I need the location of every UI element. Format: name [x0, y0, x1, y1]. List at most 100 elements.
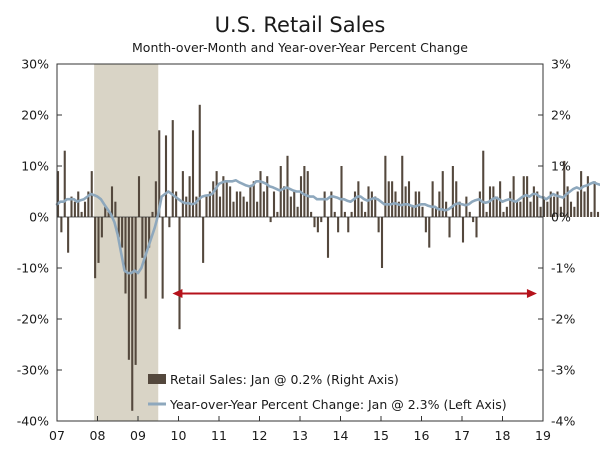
retail-sales-bar [185, 196, 188, 217]
retail-sales-bar [245, 201, 249, 217]
retail-sales-bar [198, 104, 201, 217]
retail-sales-bar [364, 211, 367, 217]
retail-sales-bar [461, 217, 465, 243]
retail-sales-bar [202, 217, 205, 263]
right-tick-label: 2% [551, 108, 571, 123]
legend-line-label: Year-over-Year Percent Change: Jan @ 2.3… [169, 397, 507, 412]
retail-sales-bar [424, 217, 427, 233]
x-tick-label: 13 [292, 428, 308, 443]
retail-sales-bar [188, 176, 191, 217]
retail-sales-bar [94, 217, 97, 279]
arrow-head-right [526, 289, 537, 298]
retail-sales-bar [225, 181, 228, 217]
retail-sales-bar [350, 211, 353, 217]
retail-sales-bar [448, 217, 451, 238]
retail-sales-bar [114, 201, 117, 217]
retail-sales-bar [573, 206, 576, 217]
retail-sales-bar [97, 217, 100, 263]
retail-sales-bar [164, 135, 168, 217]
retail-sales-bar [586, 176, 589, 217]
retail-sales-bar [384, 155, 387, 217]
retail-sales-bar [262, 191, 265, 217]
left-tick-label: 10% [21, 159, 49, 174]
retail-sales-bar [141, 217, 144, 258]
retail-sales-bar [134, 217, 137, 365]
retail-sales-bar [380, 217, 384, 268]
retail-sales-bar [360, 201, 363, 217]
retail-sales-bar [576, 191, 579, 217]
yoy-line [55, 179, 600, 275]
retail-sales-bar [272, 191, 276, 217]
retail-sales-bar [208, 191, 211, 217]
retail-sales-bar [191, 130, 195, 217]
x-tick-label: 09 [130, 428, 146, 443]
retail-sales-bar [266, 176, 269, 217]
retail-sales-bar [596, 211, 600, 217]
left-tick-label: -30% [17, 363, 49, 378]
retail-sales-bar [539, 206, 542, 217]
retail-sales-bar [252, 181, 255, 217]
retail-sales-bar [303, 166, 306, 217]
x-tick-label: 16 [414, 428, 430, 443]
retail-sales-bar [455, 181, 458, 217]
retail-sales-bar [569, 201, 573, 217]
retail-sales-bar [168, 217, 171, 228]
left-tick-label: 0% [29, 210, 49, 225]
retail-sales-bar [131, 217, 134, 411]
retail-sales-bar [100, 217, 103, 238]
retail-sales-bar [178, 217, 181, 330]
retail-sales-bar [495, 196, 498, 217]
retail-sales-bar [370, 191, 373, 217]
retail-sales-bar [306, 171, 309, 217]
retail-sales-bar [559, 206, 562, 217]
x-tick-label: 19 [535, 428, 551, 443]
left-axis: 30% 20% 10% 0% -10% -20% -30% -40% [17, 57, 62, 429]
retail-sales-bar [151, 211, 154, 217]
retail-sales-bar [374, 196, 377, 217]
retail-sales-bar [286, 155, 289, 217]
annotation-arrow [172, 289, 537, 298]
retail-sales-bar [171, 120, 174, 217]
legend: Retail Sales: Jan @ 0.2% (Right Axis) Ye… [148, 372, 507, 412]
retail-sales-bar [536, 191, 539, 217]
retail-sales-bar [279, 166, 282, 217]
retail-sales-bar [296, 206, 299, 217]
retail-sales-bar [242, 196, 245, 217]
retail-sales-bar [67, 217, 70, 253]
retail-sales-bar [583, 191, 586, 217]
retail-sales-bar [313, 217, 316, 228]
retail-sales-bar [502, 211, 505, 217]
retail-sales-bar [468, 211, 471, 217]
retail-sales-bar [107, 211, 110, 217]
retail-sales-bar [239, 191, 242, 217]
retail-sales-bar [148, 217, 151, 248]
retail-sales-bar [357, 181, 360, 217]
retail-sales-bar [154, 181, 157, 217]
x-tick-label: 11 [211, 428, 227, 443]
retail-sales-bar [326, 217, 330, 258]
retail-sales-bar [387, 181, 390, 217]
retail-sales-bar [401, 155, 404, 217]
right-tick-label: -2% [551, 312, 575, 327]
right-tick-label: 1% [551, 159, 571, 174]
retail-sales-bar [195, 196, 198, 217]
x-tick-label: 14 [333, 428, 349, 443]
retail-sales-bar [232, 201, 235, 217]
retail-sales-bar [593, 181, 596, 217]
retail-sales-bar [175, 191, 178, 217]
retail-sales-bar [353, 191, 357, 217]
retail-sales-bar [87, 191, 90, 217]
right-tick-label: -4% [551, 414, 575, 429]
right-tick-label: -3% [551, 363, 575, 378]
retail-sales-bar [161, 217, 164, 299]
chart-subtitle: Month-over-Month and Year-over-Year Perc… [132, 40, 468, 55]
retail-sales-bar [465, 196, 468, 217]
retail-sales-bar [519, 201, 522, 217]
retail-sales-bar [330, 191, 333, 217]
retail-sales-bar [337, 217, 340, 233]
retail-sales-bar [482, 150, 485, 217]
retail-sales-bar [532, 186, 535, 217]
retail-sales-bar [104, 206, 107, 217]
retail-sales-bar [512, 176, 515, 217]
